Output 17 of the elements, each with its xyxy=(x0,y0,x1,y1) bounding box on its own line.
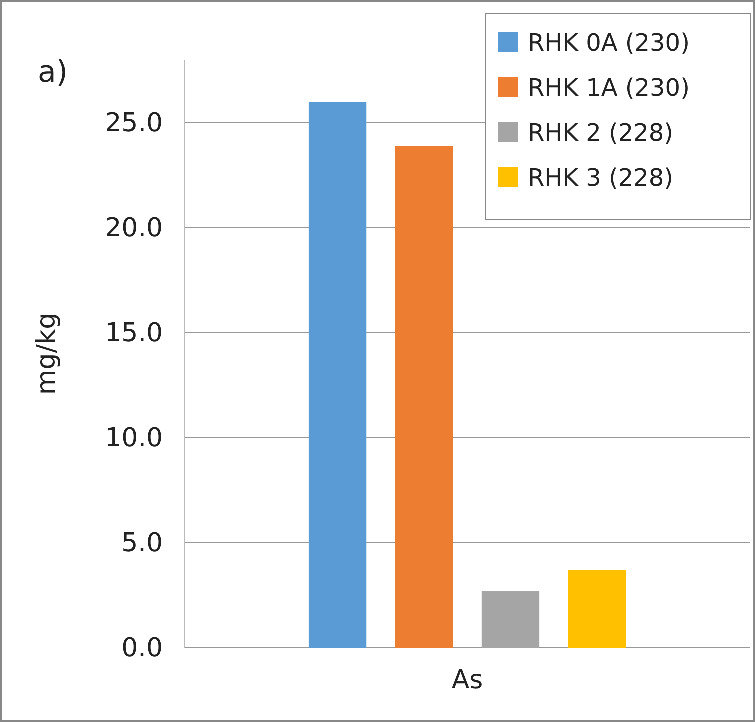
legend-label: RHK 0A (230) xyxy=(528,29,690,57)
y-tick-label: 25.0 xyxy=(105,108,163,138)
legend-label: RHK 3 (228) xyxy=(528,164,674,192)
x-tick-label: As xyxy=(452,665,484,696)
bar xyxy=(482,591,540,648)
legend-label: RHK 1A (230) xyxy=(528,74,690,102)
bar xyxy=(395,146,454,648)
y-axis-title: mg/kg xyxy=(32,312,62,396)
y-tick-label: 5.0 xyxy=(122,528,163,558)
bar xyxy=(308,102,367,648)
y-tick-label: 20.0 xyxy=(105,213,163,244)
text: a) xyxy=(38,55,68,90)
y-tick-label: 10.0 xyxy=(105,423,163,454)
bar xyxy=(568,570,626,648)
y-tick-label: 15.0 xyxy=(105,318,163,348)
y-tick-label: 0.0 xyxy=(122,633,163,664)
legend-label: RHK 2 (228) xyxy=(528,119,674,147)
